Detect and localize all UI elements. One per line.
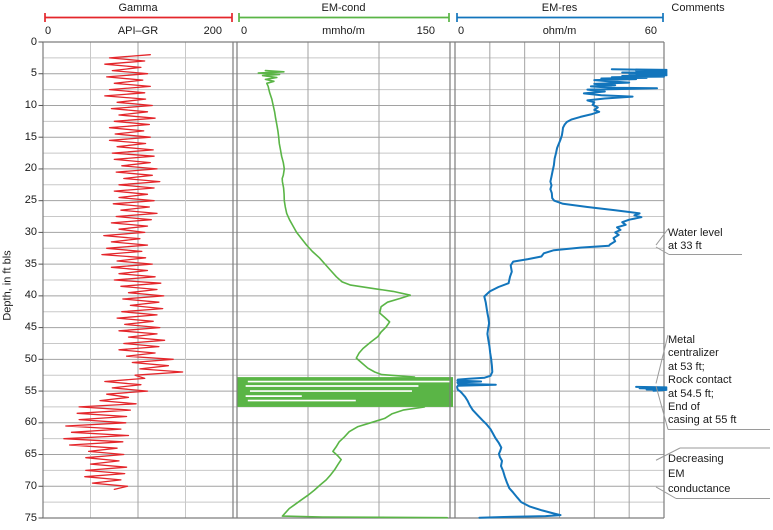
comment-water-level: Water level at 33 ft	[668, 227, 723, 253]
em-cond-scale-max: 150	[416, 25, 435, 37]
em-res-scale-max: 60	[644, 25, 657, 37]
em-res-scale-unit: ohm/m	[542, 25, 577, 37]
em-res-curve	[456, 68, 668, 519]
comment-line: EM	[668, 468, 685, 480]
comment-leader-lines	[655, 228, 770, 499]
em-cond-offscale-band	[237, 377, 453, 407]
depth-tick-label: 50	[24, 352, 37, 365]
track-title-em-res: EM-res	[541, 2, 578, 14]
header-scale-lines	[44, 13, 664, 22]
depth-tick-label: 20	[24, 162, 37, 175]
em-cond-scale-min: 0	[241, 25, 248, 37]
depth-tick-label: 25	[24, 194, 37, 207]
depth-tick-label: 5	[30, 67, 37, 80]
em-res-scale-min: 0	[458, 25, 465, 37]
track-borders	[42, 41, 665, 519]
gamma-curve	[63, 54, 184, 491]
track-title-em-cond: EM-cond	[321, 2, 366, 14]
em-cond-curve	[257, 69, 449, 519]
gamma-scale-unit: API–GR	[117, 25, 159, 37]
comment-line: End of	[668, 401, 700, 414]
comment-line: conductance	[668, 483, 731, 495]
comments-column-title: Comments	[671, 2, 725, 14]
comment-em-conductance: Decreasing EM conductance	[668, 452, 730, 497]
depth-tick-label: 75	[24, 511, 37, 524]
depth-tick-label: 70	[24, 479, 37, 492]
comment-casing: Metal centralizer at 53 ft; Rock contact at …	[668, 334, 737, 428]
comment-line: casing at 55 ft	[668, 414, 737, 427]
comment-line: Rock contact	[668, 374, 732, 387]
em-cond-scale-unit: mmho/m	[322, 25, 365, 37]
comment-line: at 53 ft;	[668, 360, 705, 373]
comment-line: Water level	[668, 227, 723, 239]
comment-line: Metal	[668, 334, 695, 346]
comment-line: at 33 ft	[668, 240, 702, 252]
depth-tick-label: 15	[24, 130, 37, 143]
depth-tick-label: 65	[24, 448, 37, 461]
depth-tick-label: 10	[24, 98, 37, 111]
em-res-offscale-wrap	[635, 385, 668, 392]
depth-tick-label: 0	[30, 35, 37, 48]
depth-tick-label: 40	[24, 289, 37, 302]
depth-tick-label: 55	[24, 384, 37, 397]
depth-axis-label: Depth, in ft bls	[1, 250, 14, 321]
depth-tick-label: 35	[24, 257, 37, 270]
depth-tick-label: 45	[24, 321, 37, 334]
gamma-scale-max: 200	[203, 25, 222, 37]
comment-line: centralizer	[668, 347, 719, 360]
track-title-gamma: Gamma	[118, 2, 158, 14]
depth-tick-label: 30	[24, 225, 37, 238]
depth-tick-label: 60	[24, 416, 37, 429]
gamma-scale-min: 0	[45, 25, 52, 37]
depth-axis-ticks	[38, 41, 43, 519]
comment-line: at 54.5 ft;	[668, 387, 714, 400]
comment-line: Decreasing	[668, 453, 724, 465]
